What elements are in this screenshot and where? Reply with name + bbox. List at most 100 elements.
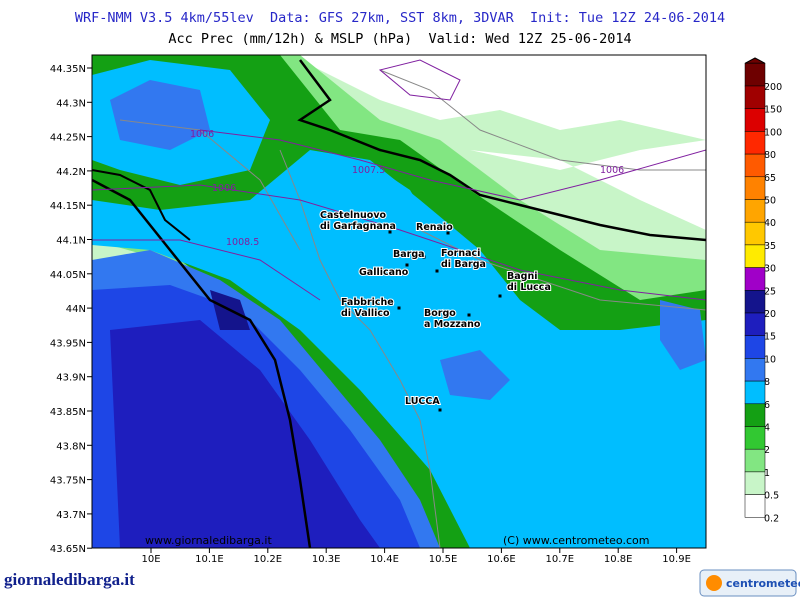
legend-label: 4	[764, 423, 770, 434]
lat-label: 43.8N	[56, 441, 86, 452]
legend-swatch	[744, 131, 766, 155]
lat-label: 43.65N	[50, 544, 86, 555]
place-label: Fornaci	[441, 248, 480, 259]
lat-label: 44.1N	[56, 236, 86, 247]
legend-swatch	[744, 153, 766, 178]
legend-swatch	[744, 63, 766, 87]
credit: www.giornaledibarga.it	[145, 534, 272, 547]
legend-label: 65	[764, 173, 776, 184]
map: 1006 1006 1008.5 1007.5 1006 www.giornal…	[91, 54, 707, 549]
legend-label: 80	[764, 150, 776, 161]
place-marker	[435, 269, 439, 273]
lon-label: 10.6E	[487, 554, 516, 565]
legend-swatch	[744, 380, 766, 405]
legend-label: 2	[764, 445, 770, 456]
logo-icon	[706, 575, 722, 591]
legend-label: 200	[764, 82, 782, 93]
legend-label: 0.2	[764, 513, 779, 524]
isobar-label: 1006	[600, 165, 624, 176]
place-label: Bagni	[507, 271, 537, 282]
legend-label: 30	[764, 264, 776, 275]
legend-label: 10	[764, 354, 776, 365]
place-marker	[397, 306, 401, 310]
lon-label: 10.7E	[546, 554, 575, 565]
isobar-label: 1006	[212, 183, 236, 194]
legend-swatch	[744, 471, 766, 495]
lat-label: 43.7N	[56, 510, 86, 521]
legend-label: 20	[764, 309, 776, 320]
legend-swatch	[744, 335, 766, 359]
legend-label: 100	[764, 127, 782, 138]
lon-label: 10.2E	[254, 554, 283, 565]
lat-label: 44.3N	[56, 98, 86, 109]
legend-swatch	[744, 176, 766, 200]
legend-swatch	[744, 267, 766, 291]
lat-label: 43.95N	[50, 338, 86, 349]
title: WRF-NMM V3.5 4km/55lev Data: GFS 27km, S…	[75, 10, 725, 26]
legend-swatch	[744, 290, 766, 314]
legend-label: 0.5	[764, 491, 779, 502]
place-label: Renaio	[416, 222, 453, 233]
legend-swatch	[744, 221, 766, 246]
isobar-label: 1007.5	[352, 165, 385, 176]
axes: 10E 10.1E 10.2E 10.3E 10.4E 10.5E 10.6E 10.7E 10…	[50, 64, 691, 565]
place-label: Gallicano	[359, 267, 409, 278]
legend-swatch	[744, 312, 766, 336]
legend-swatch	[744, 85, 766, 109]
legend-label: 1	[764, 468, 770, 479]
place-marker	[446, 231, 450, 235]
place-label: Fabbriche	[341, 297, 394, 308]
lat-label: 43.85N	[50, 407, 86, 418]
legend-label: 15	[764, 332, 776, 343]
place-marker	[467, 313, 471, 317]
place-label: di Lucca	[507, 282, 551, 293]
legend: 200 150 100 80 65 50 40 35 30 25 20 15 10 8 6 4 2 1 0.5 0.2	[744, 57, 782, 524]
lon-label: 10.8E	[604, 554, 633, 565]
lat-label: 44N	[66, 304, 86, 315]
place-marker	[388, 230, 392, 234]
lon-label: 10.3E	[312, 554, 341, 565]
legend-swatch	[744, 244, 766, 268]
legend-label: 150	[764, 105, 782, 116]
legend-swatch	[744, 448, 766, 473]
place-marker	[498, 294, 502, 298]
lon-label: 10.4E	[370, 554, 399, 565]
place-label: Borgo	[424, 308, 456, 319]
lat-label: 43.9N	[56, 373, 86, 384]
legend-swatch	[744, 358, 766, 382]
legend-label: 40	[764, 218, 776, 229]
isobar-label: 1008.5	[226, 237, 259, 248]
subtitle: Acc Prec (mm/12h) & MSLP (hPa) Valid: We…	[168, 31, 631, 47]
footer-logo: giornaledibarga.it	[4, 570, 135, 589]
footer-logo: centrometeo	[726, 577, 800, 590]
place-label: di Garfagnana	[320, 221, 396, 232]
lat-label: 44.05N	[50, 270, 86, 281]
lon-label: 10E	[141, 554, 160, 565]
legend-swatch	[744, 108, 766, 132]
place-marker	[405, 263, 409, 267]
place-label: a Mozzano	[424, 319, 481, 330]
logo-box	[699, 569, 797, 597]
place-label: LUCCA	[405, 396, 440, 407]
legend-label: 25	[764, 286, 776, 297]
place-label: Barga	[393, 249, 425, 260]
lon-label: 10.1E	[195, 554, 224, 565]
place-label: di Barga	[441, 259, 486, 270]
legend-swatch	[744, 199, 766, 223]
legend-label: 50	[764, 196, 776, 207]
place-label: di Vallico	[341, 308, 390, 319]
place-marker	[438, 408, 442, 412]
legend-swatch	[744, 494, 766, 518]
lon-label: 10.5E	[429, 554, 458, 565]
legend-swatch	[744, 403, 766, 427]
credit: (C) www.centrometeo.com	[503, 534, 649, 547]
lat-label: 44.15N	[50, 201, 86, 212]
legend-swatch	[744, 426, 766, 450]
legend-label: 35	[764, 241, 776, 252]
lat-label: 44.2N	[56, 167, 86, 178]
legend-label: 6	[764, 400, 770, 411]
lon-label: 10.9E	[662, 554, 691, 565]
legend-cap	[744, 57, 766, 64]
